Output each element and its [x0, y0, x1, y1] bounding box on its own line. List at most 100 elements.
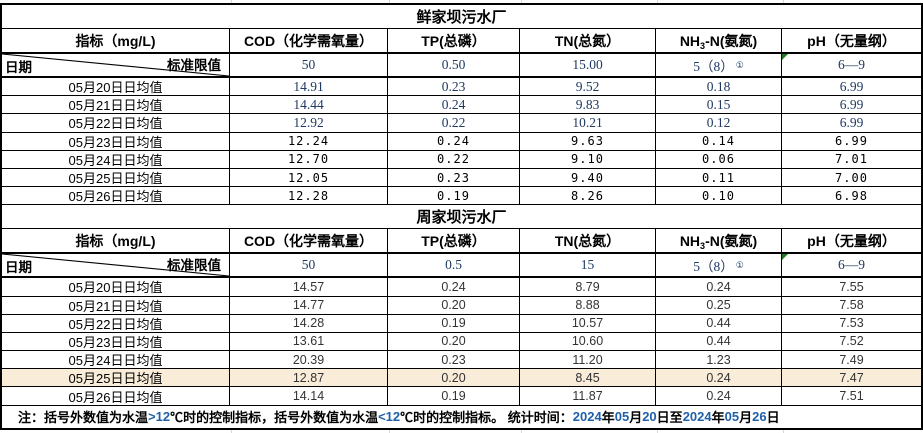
date-cell[interactable]: 05月23日日均值	[2, 332, 230, 352]
date-cell[interactable]: 05月22日日均值	[2, 114, 230, 133]
ph-value-cell[interactable]: 7.51	[782, 387, 921, 406]
nh3-limit-cell[interactable]: 5（8） ①	[656, 254, 782, 279]
tn-value-cell[interactable]: 11.20	[520, 351, 656, 370]
ph-value-cell[interactable]: 7.55	[782, 278, 921, 297]
nh3-value-cell[interactable]: 0.18	[656, 78, 782, 97]
cod-value-cell[interactable]: 12.28	[230, 187, 388, 206]
date-cell[interactable]: 05月20日日均值	[2, 78, 230, 97]
cod-value-cell[interactable]: 20.39	[230, 351, 388, 370]
tp-value-cell[interactable]: 0.23	[388, 78, 520, 97]
date-limit-corner-cell[interactable]: 日期 标准限值	[2, 254, 230, 279]
tn-value-cell[interactable]: 8.88	[520, 296, 656, 315]
cod-value-cell[interactable]: 13.61	[230, 332, 388, 352]
plant-title-cell[interactable]: 鲜家坝污水厂	[2, 5, 921, 29]
nh3-value-cell[interactable]: 0.15	[656, 96, 782, 115]
tn-value-cell[interactable]: 9.52	[520, 78, 656, 97]
header-cell-cod[interactable]: COD（化学需氧量）	[230, 29, 388, 54]
tn-value-cell[interactable]: 8.45	[520, 369, 656, 388]
cod-value-cell[interactable]: 12.87	[230, 369, 388, 388]
tp-value-cell[interactable]: 0.20	[388, 369, 520, 388]
cod-value-cell[interactable]: 12.92	[230, 114, 388, 133]
tp-value-cell[interactable]: 0.23	[388, 168, 520, 188]
tp-value-cell[interactable]: 0.22	[388, 150, 520, 169]
tp-limit-cell[interactable]: 0.5	[388, 254, 520, 279]
date-cell[interactable]: 05月20日日均值	[2, 278, 230, 297]
cod-value-cell[interactable]: 14.14	[230, 387, 388, 406]
tp-value-cell[interactable]: 0.24	[388, 132, 520, 151]
tp-value-cell[interactable]: 0.24	[388, 96, 520, 115]
ph-value-cell[interactable]: 7.47	[782, 369, 921, 388]
tn-value-cell[interactable]: 9.10	[520, 150, 656, 169]
ph-value-cell[interactable]: 7.00	[782, 169, 921, 188]
date-cell[interactable]: 05月23日日均值	[2, 132, 230, 151]
header-cell-nh3[interactable]: NH3-N(氨氮)	[656, 29, 782, 54]
nh3-value-cell[interactable]: 0.14	[656, 132, 782, 151]
tp-value-cell[interactable]: 0.19	[388, 314, 520, 333]
tp-value-cell[interactable]: 0.19	[388, 187, 520, 206]
tn-limit-cell[interactable]: 15	[520, 254, 656, 279]
header-cell-tn[interactable]: TN(总氮）	[520, 229, 656, 255]
date-cell[interactable]: 05月22日日均值	[2, 314, 230, 333]
tp-value-cell[interactable]: 0.22	[388, 114, 520, 133]
ph-value-cell[interactable]: 7.53	[782, 315, 921, 333]
tn-value-cell[interactable]: 9.83	[520, 96, 656, 115]
nh3-value-cell[interactable]: 0.12	[656, 114, 782, 133]
date-cell[interactable]: 05月25日日均值	[2, 168, 230, 188]
footnote-cell[interactable]: 注：括号外数值为水温 >12 ℃时的控制指标，括号外数值为水温 <12 ℃时的控制指标。…	[2, 406, 921, 428]
nh3-value-cell[interactable]: 0.25	[656, 296, 782, 315]
header-cell-ph[interactable]: pH（无量纲）	[782, 229, 921, 255]
plant-title-cell[interactable]: 周家坝污水厂	[2, 205, 921, 230]
cod-value-cell[interactable]: 14.28	[230, 314, 388, 333]
ph-limit-cell[interactable]: 6—9	[782, 254, 921, 279]
ph-value-cell[interactable]: 7.01	[782, 151, 921, 169]
tp-value-cell[interactable]: 0.24	[388, 278, 520, 297]
cod-value-cell[interactable]: 12.05	[230, 168, 388, 188]
nh3-value-cell[interactable]: 0.06	[656, 150, 782, 169]
nh3-limit-cell[interactable]: 5（8） ①	[656, 54, 782, 78]
ph-value-cell[interactable]: 6.99	[782, 96, 921, 115]
ph-value-cell[interactable]: 6.98	[782, 187, 921, 206]
ph-value-cell[interactable]: 7.49	[782, 351, 921, 370]
tn-value-cell[interactable]: 9.63	[520, 132, 656, 151]
tp-value-cell[interactable]: 0.20	[388, 332, 520, 352]
ph-value-cell[interactable]: 6.99	[782, 133, 921, 151]
tn-value-cell[interactable]: 10.60	[520, 332, 656, 352]
cod-value-cell[interactable]: 12.24	[230, 132, 388, 151]
date-cell[interactable]: 05月21日日均值	[2, 296, 230, 315]
cod-value-cell[interactable]: 12.70	[230, 150, 388, 169]
tp-value-cell[interactable]: 0.20	[388, 296, 520, 315]
ph-value-cell[interactable]: 6.99	[782, 78, 921, 97]
cod-value-cell[interactable]: 14.44	[230, 96, 388, 115]
nh3-value-cell[interactable]: 0.24	[656, 369, 782, 388]
date-cell[interactable]: 05月21日日均值	[2, 96, 230, 115]
header-cell-cod[interactable]: COD（化学需氧量）	[230, 229, 388, 255]
header-cell-indicator[interactable]: 指标（mg/L)	[2, 229, 230, 255]
nh3-value-cell[interactable]: 0.10	[656, 187, 782, 206]
ph-value-cell[interactable]: 7.58	[782, 297, 921, 315]
tn-value-cell[interactable]: 8.26	[520, 187, 656, 206]
date-cell[interactable]: 05月26日日均值	[2, 387, 230, 406]
date-cell[interactable]: 05月26日日均值	[2, 187, 230, 206]
tn-value-cell[interactable]: 8.79	[520, 278, 656, 297]
date-cell[interactable]: 05月24日日均值	[2, 150, 230, 169]
nh3-value-cell[interactable]: 0.44	[656, 332, 782, 352]
cod-limit-cell[interactable]: 50	[230, 254, 388, 279]
nh3-value-cell[interactable]: 0.24	[656, 278, 782, 297]
ph-limit-cell[interactable]: 6—9	[782, 54, 921, 78]
cod-limit-cell[interactable]: 50	[230, 54, 388, 78]
nh3-value-cell[interactable]: 0.24	[656, 387, 782, 406]
tn-value-cell[interactable]: 11.87	[520, 387, 656, 406]
tn-value-cell[interactable]: 10.57	[520, 314, 656, 333]
cod-value-cell[interactable]: 14.91	[230, 78, 388, 97]
date-cell[interactable]: 05月24日日均值	[2, 351, 230, 370]
ph-value-cell[interactable]: 7.52	[782, 333, 921, 352]
tn-value-cell[interactable]: 10.21	[520, 114, 656, 133]
ph-value-cell[interactable]: 6.99	[782, 114, 921, 133]
tp-value-cell[interactable]: 0.23	[388, 351, 520, 370]
tp-limit-cell[interactable]: 0.50	[388, 54, 520, 78]
header-cell-tn[interactable]: TN(总氮）	[520, 29, 656, 54]
tn-value-cell[interactable]: 9.40	[520, 168, 656, 188]
date-cell[interactable]: 05月25日日均值	[2, 369, 230, 388]
date-limit-corner-cell[interactable]: 日期 标准限值	[2, 54, 230, 78]
cod-value-cell[interactable]: 14.77	[230, 296, 388, 315]
